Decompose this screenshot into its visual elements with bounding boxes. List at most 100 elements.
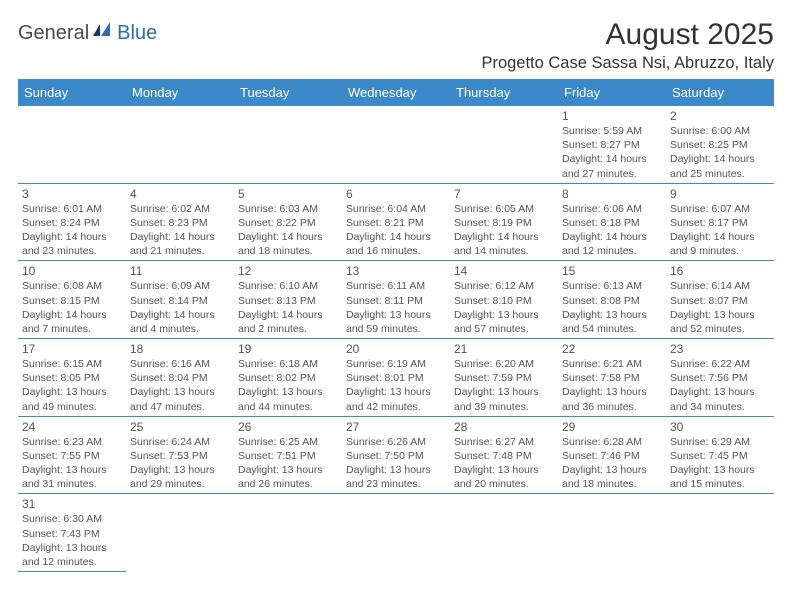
day-number: 8 — [562, 187, 662, 201]
day-number: 30 — [670, 420, 770, 434]
day-info: Sunrise: 6:13 AMSunset: 8:08 PMDaylight:… — [562, 279, 662, 336]
calendar-day-cell: 9Sunrise: 6:07 AMSunset: 8:17 PMDaylight… — [666, 183, 774, 261]
day-info: Sunrise: 6:20 AMSunset: 7:59 PMDaylight:… — [454, 357, 554, 414]
calendar-day-cell: 28Sunrise: 6:27 AMSunset: 7:48 PMDayligh… — [450, 416, 558, 494]
day-info: Sunrise: 6:07 AMSunset: 8:17 PMDaylight:… — [670, 202, 770, 259]
day-number: 21 — [454, 342, 554, 356]
calendar-day-cell: 5Sunrise: 6:03 AMSunset: 8:22 PMDaylight… — [234, 183, 342, 261]
calendar-day-cell: 11Sunrise: 6:09 AMSunset: 8:14 PMDayligh… — [126, 261, 234, 339]
day-number: 10 — [22, 264, 122, 278]
calendar-table: SundayMondayTuesdayWednesdayThursdayFrid… — [18, 79, 774, 572]
calendar-empty-cell — [234, 106, 342, 183]
calendar-week-row: 10Sunrise: 6:08 AMSunset: 8:15 PMDayligh… — [18, 261, 774, 339]
day-info: Sunrise: 6:09 AMSunset: 8:14 PMDaylight:… — [130, 279, 230, 336]
day-info: Sunrise: 6:05 AMSunset: 8:19 PMDaylight:… — [454, 202, 554, 259]
day-number: 24 — [22, 420, 122, 434]
day-number: 22 — [562, 342, 662, 356]
day-number: 19 — [238, 342, 338, 356]
day-info: Sunrise: 6:00 AMSunset: 8:25 PMDaylight:… — [670, 124, 770, 181]
day-info: Sunrise: 6:29 AMSunset: 7:45 PMDaylight:… — [670, 435, 770, 492]
calendar-day-cell: 4Sunrise: 6:02 AMSunset: 8:23 PMDaylight… — [126, 183, 234, 261]
day-number: 1 — [562, 109, 662, 123]
calendar-day-cell: 21Sunrise: 6:20 AMSunset: 7:59 PMDayligh… — [450, 339, 558, 417]
weekday-header: Tuesday — [234, 79, 342, 106]
calendar-week-row: 3Sunrise: 6:01 AMSunset: 8:24 PMDaylight… — [18, 183, 774, 261]
header: General Blue August 2025 Progetto Case S… — [18, 18, 774, 73]
weekday-header: Saturday — [666, 79, 774, 106]
day-number: 27 — [346, 420, 446, 434]
day-info: Sunrise: 6:11 AMSunset: 8:11 PMDaylight:… — [346, 279, 446, 336]
day-info: Sunrise: 6:10 AMSunset: 8:13 PMDaylight:… — [238, 279, 338, 336]
day-info: Sunrise: 6:23 AMSunset: 7:55 PMDaylight:… — [22, 435, 122, 492]
calendar-day-cell: 20Sunrise: 6:19 AMSunset: 8:01 PMDayligh… — [342, 339, 450, 417]
day-info: Sunrise: 5:59 AMSunset: 8:27 PMDaylight:… — [562, 124, 662, 181]
calendar-day-cell: 12Sunrise: 6:10 AMSunset: 8:13 PMDayligh… — [234, 261, 342, 339]
location-subtitle: Progetto Case Sassa Nsi, Abruzzo, Italy — [481, 54, 774, 73]
day-number: 3 — [22, 187, 122, 201]
day-info: Sunrise: 6:15 AMSunset: 8:05 PMDaylight:… — [22, 357, 122, 414]
weekday-header: Wednesday — [342, 79, 450, 106]
day-info: Sunrise: 6:04 AMSunset: 8:21 PMDaylight:… — [346, 202, 446, 259]
calendar-day-cell: 8Sunrise: 6:06 AMSunset: 8:18 PMDaylight… — [558, 183, 666, 261]
day-info: Sunrise: 6:03 AMSunset: 8:22 PMDaylight:… — [238, 202, 338, 259]
logo-text-general: General — [18, 22, 89, 45]
day-info: Sunrise: 6:25 AMSunset: 7:51 PMDaylight:… — [238, 435, 338, 492]
calendar-day-cell: 6Sunrise: 6:04 AMSunset: 8:21 PMDaylight… — [342, 183, 450, 261]
day-info: Sunrise: 6:24 AMSunset: 7:53 PMDaylight:… — [130, 435, 230, 492]
calendar-week-row: 17Sunrise: 6:15 AMSunset: 8:05 PMDayligh… — [18, 339, 774, 417]
calendar-day-cell: 1Sunrise: 5:59 AMSunset: 8:27 PMDaylight… — [558, 106, 666, 183]
day-number: 2 — [670, 109, 770, 123]
logo: General Blue — [18, 22, 157, 45]
calendar-empty-cell — [342, 494, 450, 572]
day-number: 11 — [130, 264, 230, 278]
day-info: Sunrise: 6:02 AMSunset: 8:23 PMDaylight:… — [130, 202, 230, 259]
day-info: Sunrise: 6:22 AMSunset: 7:56 PMDaylight:… — [670, 357, 770, 414]
calendar-day-cell: 31Sunrise: 6:30 AMSunset: 7:43 PMDayligh… — [18, 494, 126, 572]
day-info: Sunrise: 6:30 AMSunset: 7:43 PMDaylight:… — [22, 512, 122, 569]
logo-text-blue: Blue — [117, 22, 157, 45]
day-info: Sunrise: 6:21 AMSunset: 7:58 PMDaylight:… — [562, 357, 662, 414]
calendar-empty-cell — [450, 494, 558, 572]
day-number: 31 — [22, 497, 122, 511]
calendar-day-cell: 18Sunrise: 6:16 AMSunset: 8:04 PMDayligh… — [126, 339, 234, 417]
calendar-empty-cell — [18, 106, 126, 183]
day-info: Sunrise: 6:14 AMSunset: 8:07 PMDaylight:… — [670, 279, 770, 336]
day-number: 28 — [454, 420, 554, 434]
calendar-day-cell: 15Sunrise: 6:13 AMSunset: 8:08 PMDayligh… — [558, 261, 666, 339]
day-number: 13 — [346, 264, 446, 278]
calendar-day-cell: 10Sunrise: 6:08 AMSunset: 8:15 PMDayligh… — [18, 261, 126, 339]
calendar-empty-cell — [450, 106, 558, 183]
weekday-header-row: SundayMondayTuesdayWednesdayThursdayFrid… — [18, 79, 774, 106]
day-info: Sunrise: 6:19 AMSunset: 8:01 PMDaylight:… — [346, 357, 446, 414]
day-number: 14 — [454, 264, 554, 278]
calendar-day-cell: 24Sunrise: 6:23 AMSunset: 7:55 PMDayligh… — [18, 416, 126, 494]
calendar-week-row: 24Sunrise: 6:23 AMSunset: 7:55 PMDayligh… — [18, 416, 774, 494]
day-number: 15 — [562, 264, 662, 278]
weekday-header: Friday — [558, 79, 666, 106]
calendar-day-cell: 14Sunrise: 6:12 AMSunset: 8:10 PMDayligh… — [450, 261, 558, 339]
day-info: Sunrise: 6:01 AMSunset: 8:24 PMDaylight:… — [22, 202, 122, 259]
day-info: Sunrise: 6:06 AMSunset: 8:18 PMDaylight:… — [562, 202, 662, 259]
calendar-day-cell: 13Sunrise: 6:11 AMSunset: 8:11 PMDayligh… — [342, 261, 450, 339]
day-number: 29 — [562, 420, 662, 434]
calendar-empty-cell — [666, 494, 774, 572]
day-number: 12 — [238, 264, 338, 278]
calendar-day-cell: 17Sunrise: 6:15 AMSunset: 8:05 PMDayligh… — [18, 339, 126, 417]
calendar-week-row: 31Sunrise: 6:30 AMSunset: 7:43 PMDayligh… — [18, 494, 774, 572]
calendar-day-cell: 30Sunrise: 6:29 AMSunset: 7:45 PMDayligh… — [666, 416, 774, 494]
day-number: 26 — [238, 420, 338, 434]
day-number: 18 — [130, 342, 230, 356]
calendar-empty-cell — [126, 106, 234, 183]
calendar-day-cell: 16Sunrise: 6:14 AMSunset: 8:07 PMDayligh… — [666, 261, 774, 339]
day-info: Sunrise: 6:16 AMSunset: 8:04 PMDaylight:… — [130, 357, 230, 414]
day-number: 4 — [130, 187, 230, 201]
day-info: Sunrise: 6:27 AMSunset: 7:48 PMDaylight:… — [454, 435, 554, 492]
day-number: 5 — [238, 187, 338, 201]
calendar-day-cell: 3Sunrise: 6:01 AMSunset: 8:24 PMDaylight… — [18, 183, 126, 261]
flag-icon — [93, 22, 115, 45]
month-title: August 2025 — [481, 18, 774, 52]
weekday-header: Sunday — [18, 79, 126, 106]
calendar-day-cell: 25Sunrise: 6:24 AMSunset: 7:53 PMDayligh… — [126, 416, 234, 494]
title-block: August 2025 Progetto Case Sassa Nsi, Abr… — [481, 18, 774, 73]
calendar-day-cell: 23Sunrise: 6:22 AMSunset: 7:56 PMDayligh… — [666, 339, 774, 417]
